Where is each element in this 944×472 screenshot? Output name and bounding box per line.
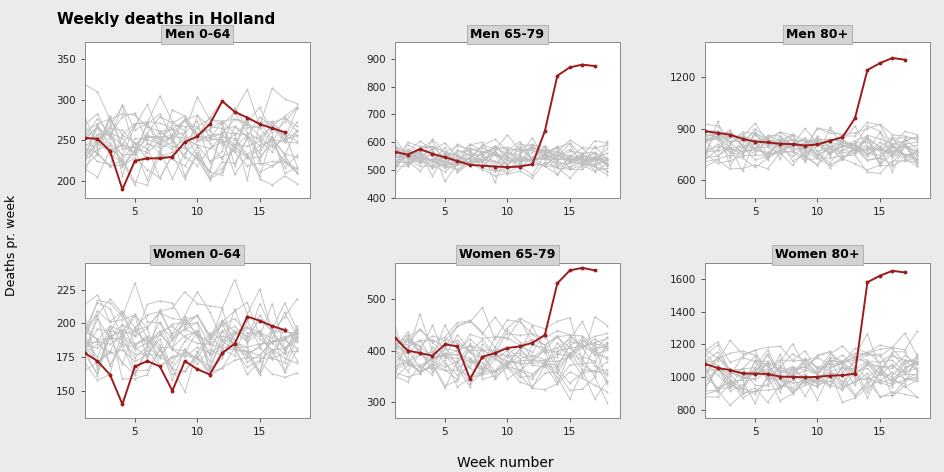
Text: Weekly deaths in Holland: Weekly deaths in Holland — [57, 12, 275, 27]
Title: Women 0-64: Women 0-64 — [154, 248, 241, 261]
Text: Week number: Week number — [457, 455, 553, 470]
Title: Men 0-64: Men 0-64 — [164, 28, 230, 42]
Title: Women 80+: Women 80+ — [775, 248, 860, 261]
Title: Men 65-79: Men 65-79 — [470, 28, 545, 42]
Title: Men 80+: Men 80+ — [786, 28, 849, 42]
Title: Women 65-79: Women 65-79 — [459, 248, 556, 261]
Text: Deaths pr. week: Deaths pr. week — [5, 195, 18, 296]
